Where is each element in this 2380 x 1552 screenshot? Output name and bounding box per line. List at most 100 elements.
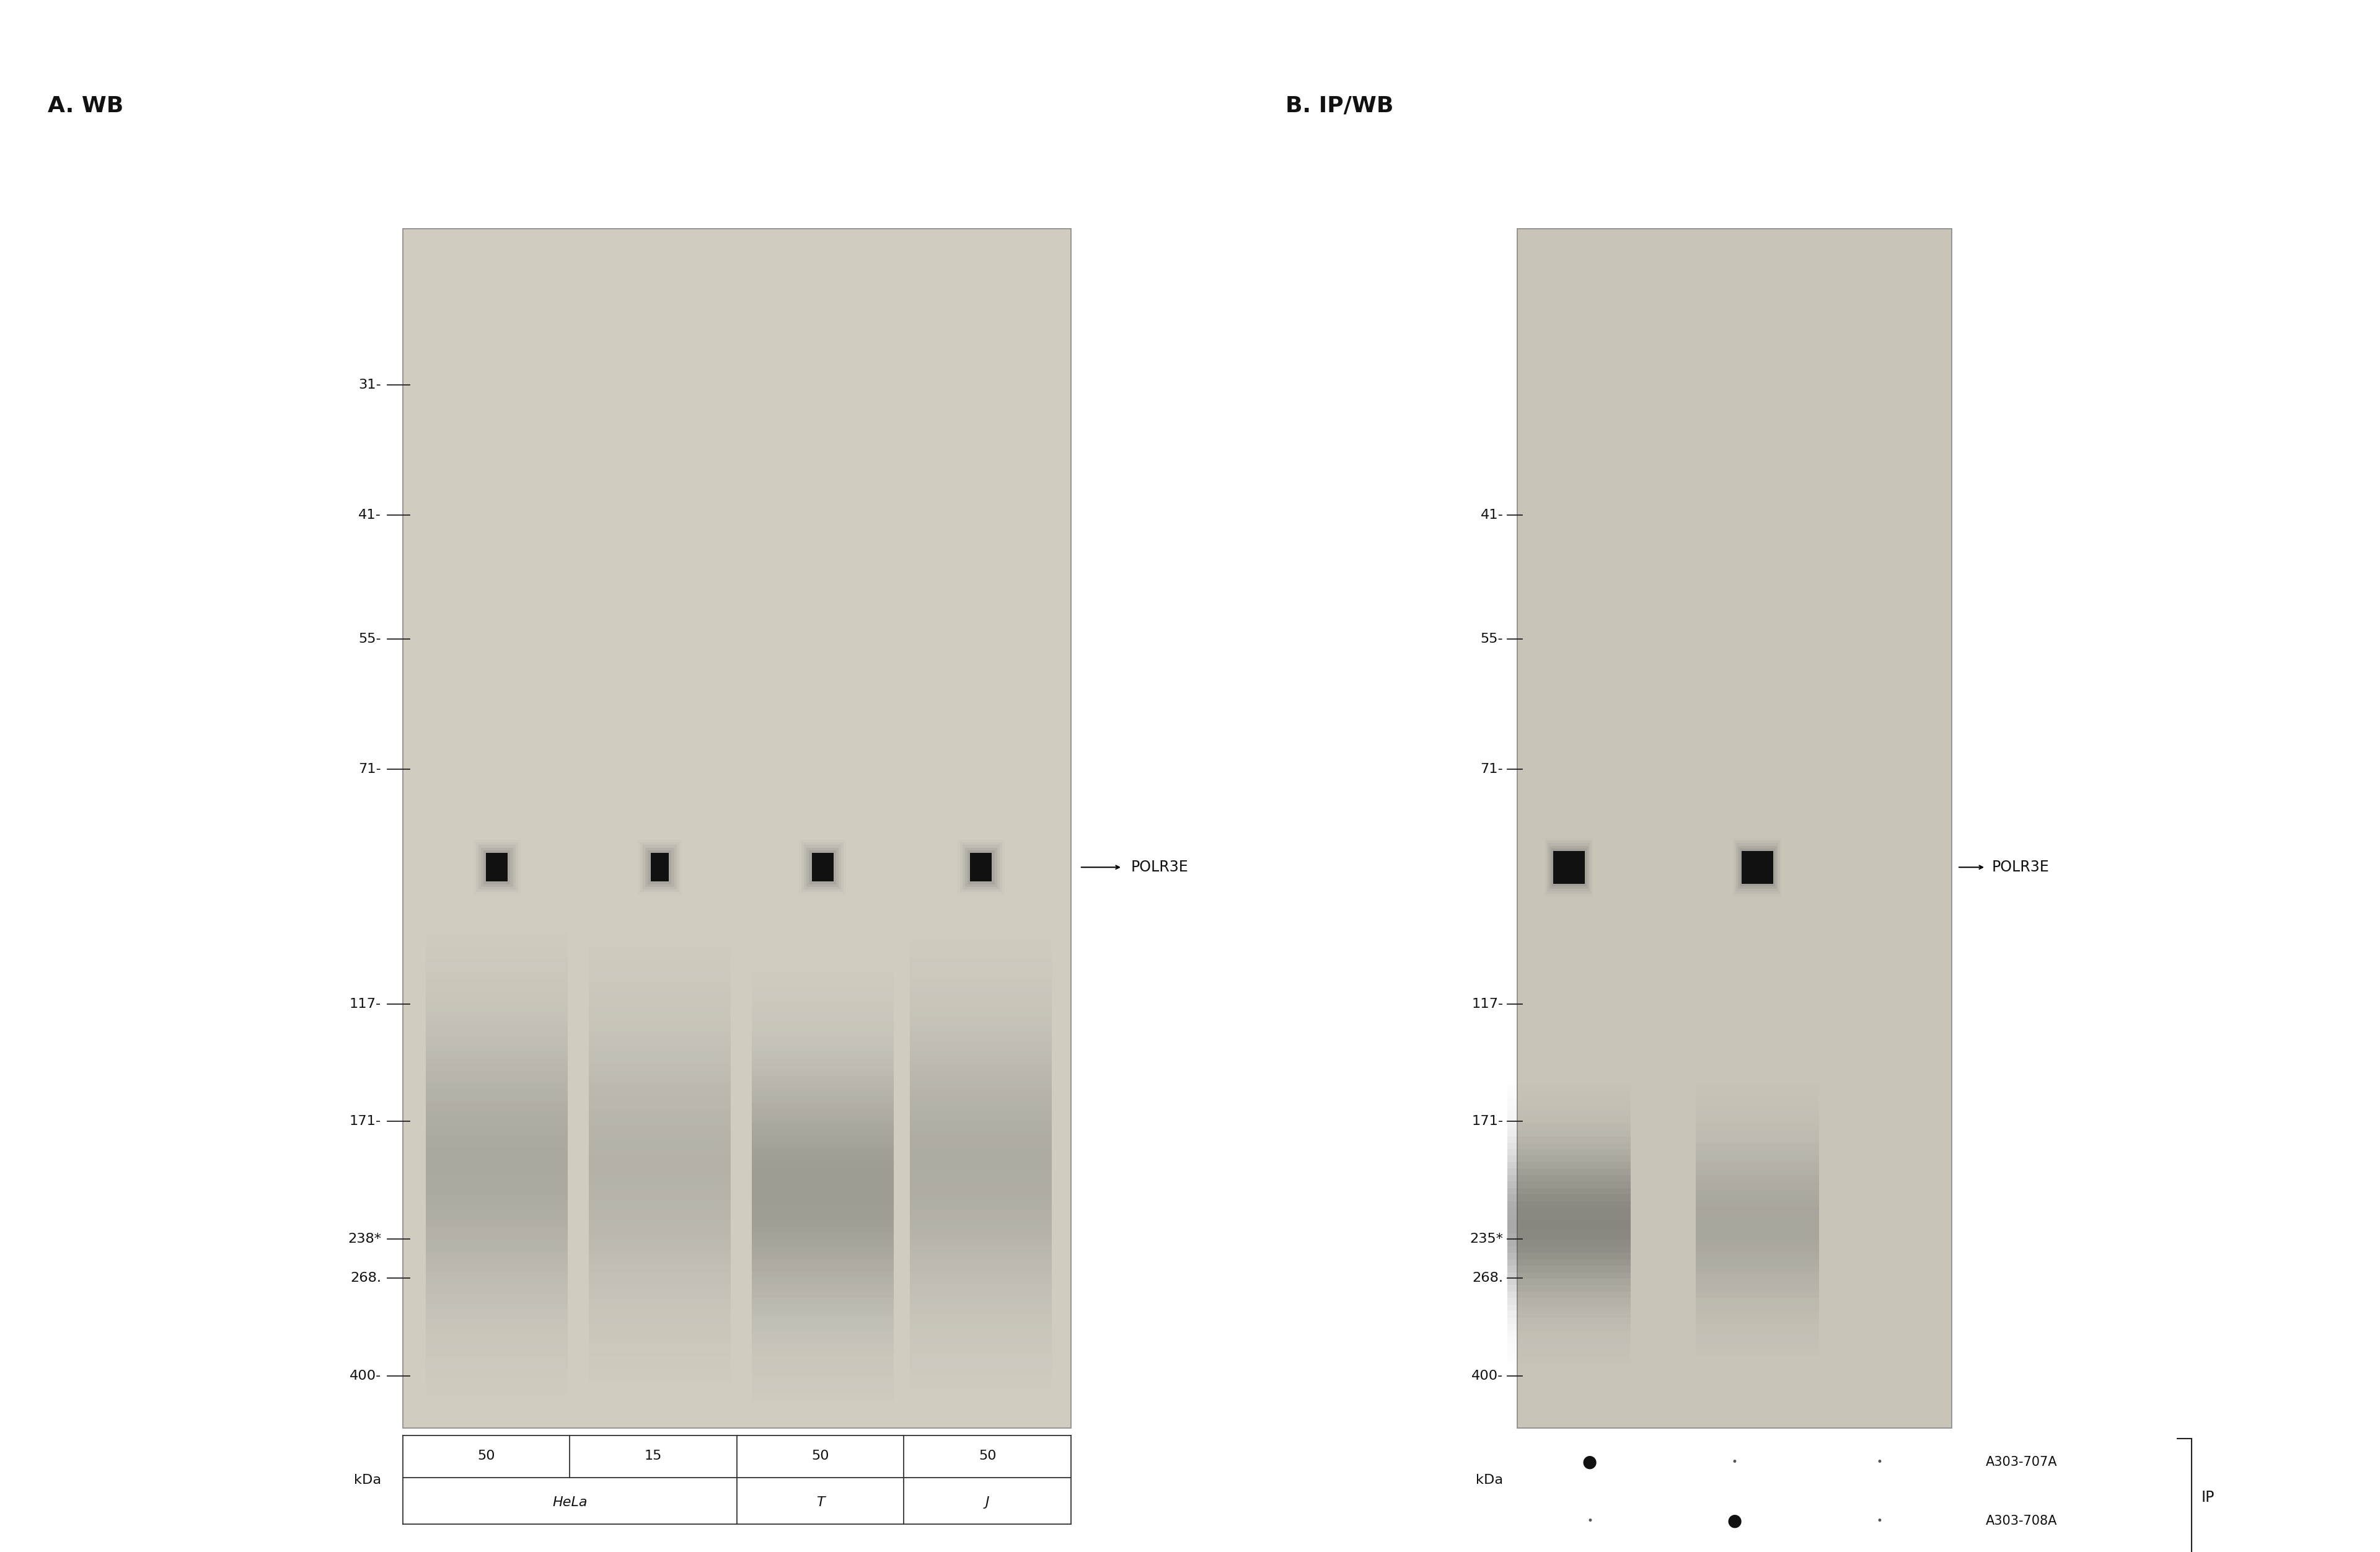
Bar [909, 1324, 1052, 1330]
Bar [1697, 1252, 1818, 1259]
Bar [588, 1018, 731, 1024]
Bar [909, 1051, 1052, 1057]
Bar [909, 1318, 1052, 1324]
Bar [752, 1246, 892, 1252]
Bar [426, 1142, 569, 1148]
Bar [1507, 1350, 1630, 1356]
Bar [752, 1071, 892, 1077]
Bar [426, 1297, 569, 1304]
Bar [752, 1175, 892, 1181]
Bar [588, 992, 731, 998]
Bar [909, 1122, 1052, 1128]
Bar [588, 1214, 731, 1220]
Bar [643, 846, 676, 889]
Bar [752, 998, 892, 1006]
Bar [752, 1389, 892, 1395]
Bar [426, 998, 569, 1006]
Bar [909, 1128, 1052, 1135]
Bar [909, 1071, 1052, 1077]
Bar [1697, 1311, 1818, 1318]
Bar [588, 1318, 731, 1324]
Bar [752, 1128, 892, 1135]
Bar [588, 1226, 731, 1232]
Bar [426, 1207, 569, 1214]
Bar [1507, 1291, 1630, 1297]
Bar [1507, 1175, 1630, 1181]
Bar [909, 1375, 1052, 1383]
Bar [426, 1200, 569, 1207]
Bar [426, 1238, 569, 1246]
Bar [1697, 1330, 1818, 1336]
Bar [1697, 1214, 1818, 1220]
Bar [1507, 1252, 1630, 1259]
Bar [909, 1018, 1052, 1024]
Bar [1507, 1234, 1630, 1240]
Bar [1697, 1207, 1818, 1214]
Bar [752, 1259, 892, 1265]
Bar [1697, 1103, 1818, 1110]
Bar [752, 1181, 892, 1187]
Bar [909, 1200, 1052, 1207]
Bar [402, 228, 1071, 1428]
Text: 235*: 235* [1471, 1232, 1504, 1245]
Bar [752, 1369, 892, 1375]
Bar [1697, 1228, 1818, 1234]
Bar [909, 1330, 1052, 1336]
Bar [909, 1369, 1052, 1375]
Bar [588, 973, 731, 979]
Bar [426, 1220, 569, 1226]
Bar [752, 1116, 892, 1122]
Bar [1697, 1220, 1818, 1228]
Bar [1507, 1136, 1630, 1142]
Bar [752, 1214, 892, 1220]
Bar [1507, 1148, 1630, 1156]
Bar [1735, 841, 1780, 894]
Bar [752, 1200, 892, 1207]
Bar [1507, 1318, 1630, 1324]
Bar [1507, 1110, 1630, 1117]
Bar [588, 1102, 731, 1110]
Bar [909, 1148, 1052, 1155]
Bar [804, 846, 840, 889]
Bar [426, 1090, 569, 1096]
Bar [588, 1330, 731, 1336]
Bar [1547, 843, 1590, 891]
Bar [752, 1350, 892, 1356]
Bar [1507, 1124, 1630, 1130]
Bar [588, 1279, 731, 1285]
Bar [426, 1375, 569, 1383]
Bar [752, 1012, 892, 1018]
Bar [1697, 1156, 1818, 1162]
Bar [640, 843, 678, 892]
Bar [1697, 1181, 1818, 1187]
Bar [1697, 1246, 1818, 1252]
Bar [426, 1110, 569, 1116]
Bar [909, 1057, 1052, 1063]
Bar [812, 854, 833, 882]
Bar [426, 1356, 569, 1363]
Bar [426, 1291, 569, 1297]
Bar [1507, 1097, 1630, 1103]
Bar [1697, 1234, 1818, 1240]
Bar [426, 1155, 569, 1161]
Bar [1507, 1220, 1630, 1228]
Bar [971, 854, 992, 882]
Bar [752, 1311, 892, 1318]
Bar [752, 1395, 892, 1401]
Bar [426, 1330, 569, 1336]
Bar [909, 973, 1052, 979]
Bar [426, 1077, 569, 1083]
Text: 268.: 268. [1473, 1271, 1504, 1284]
Bar [909, 1161, 1052, 1167]
Bar [426, 959, 569, 967]
Bar [588, 1071, 731, 1077]
Bar [909, 1207, 1052, 1214]
Bar [426, 1232, 569, 1238]
Bar [1697, 1285, 1818, 1291]
Bar [752, 1207, 892, 1214]
Bar [647, 850, 671, 885]
Text: 117-: 117- [1471, 998, 1504, 1010]
Bar [1697, 1201, 1818, 1207]
Bar [752, 1291, 892, 1297]
Bar [752, 1226, 892, 1232]
